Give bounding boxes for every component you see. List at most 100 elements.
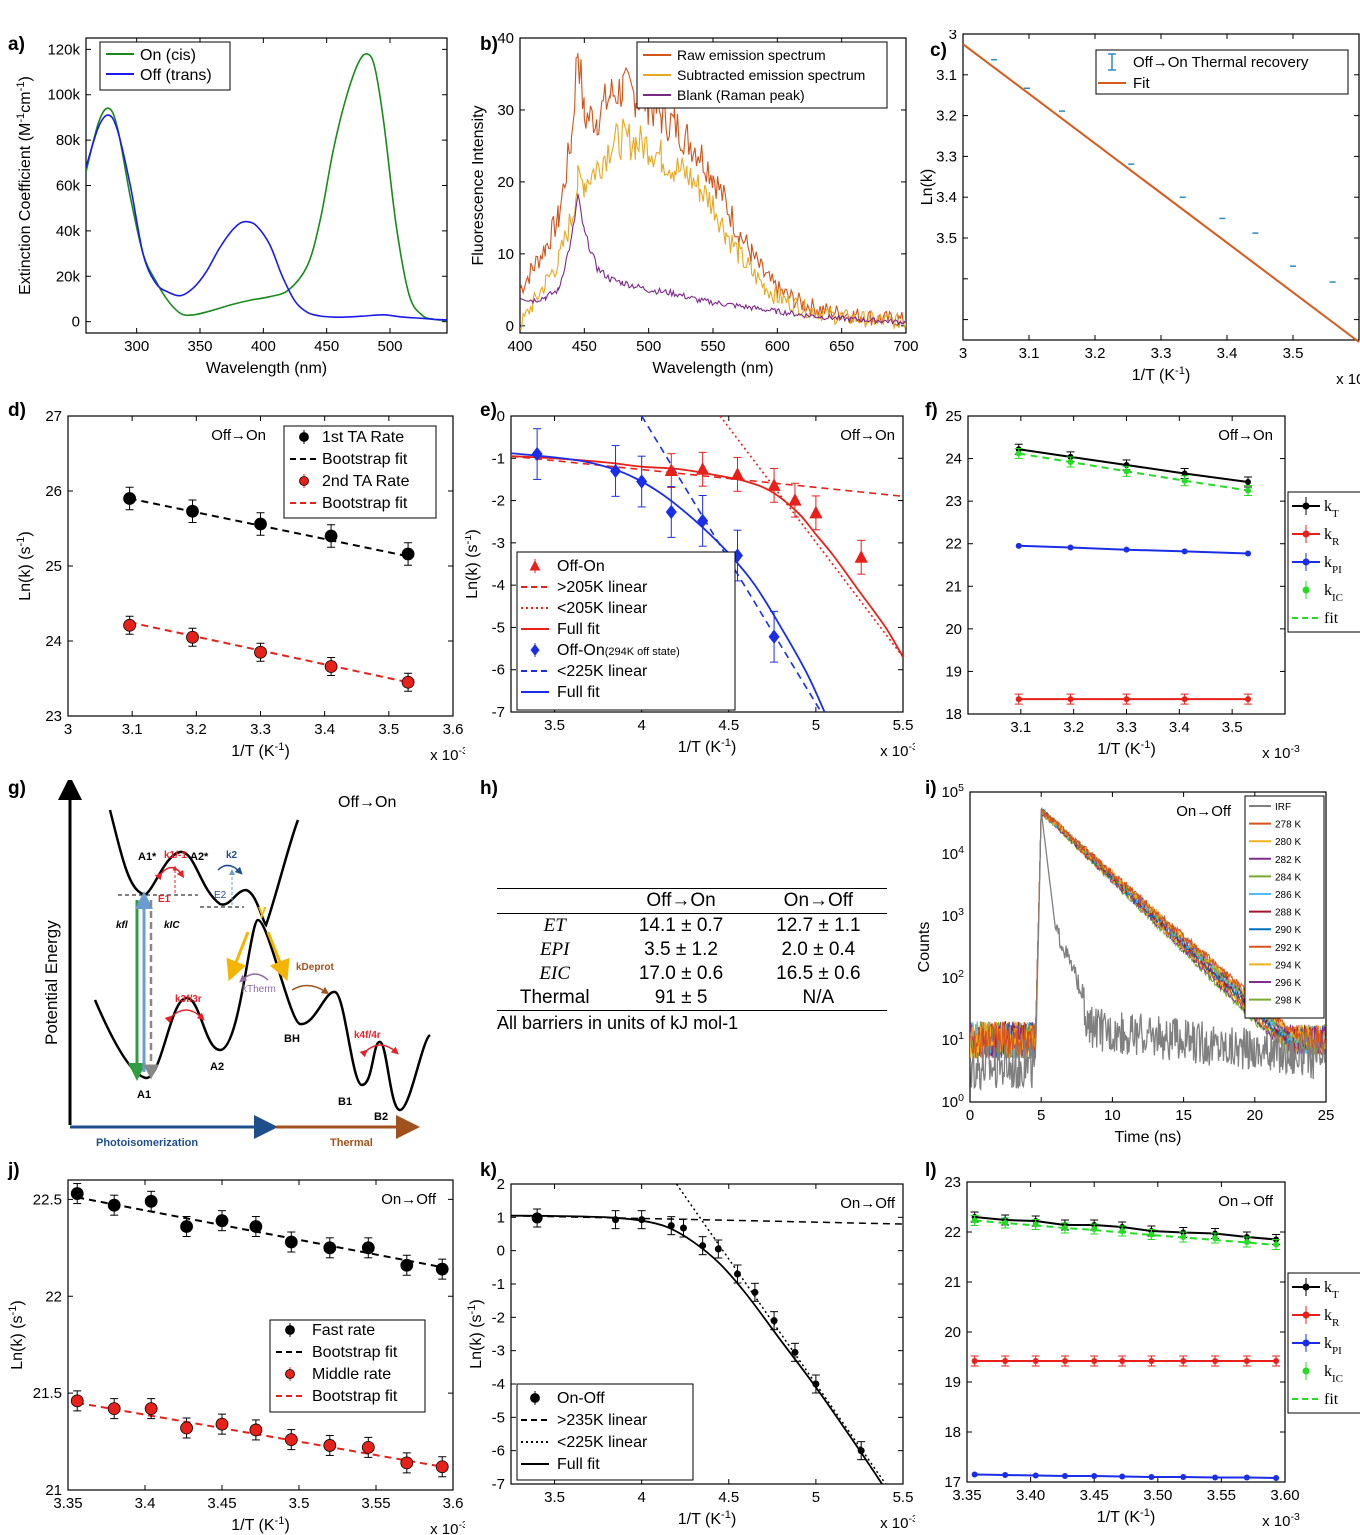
diagram-title: Off→On xyxy=(338,794,396,811)
label-part: x 10 xyxy=(1262,1513,1290,1530)
y-tick-label: 3.4 xyxy=(936,189,957,206)
data-point-kR xyxy=(1243,1358,1250,1364)
legend-label: fit xyxy=(1324,1391,1339,1408)
x-tick-label: 700 xyxy=(893,338,918,355)
data-point-kR xyxy=(1148,1358,1155,1364)
label-part: 10 xyxy=(941,1032,958,1049)
data-point-kPI xyxy=(1091,1473,1098,1479)
data-point-kR xyxy=(1061,1358,1068,1364)
fit-line xyxy=(962,43,1360,343)
legend-label: kR xyxy=(1324,1307,1340,1329)
legend-marker xyxy=(299,432,309,442)
legend-label: Bootstrap fit xyxy=(322,495,408,512)
label-part: (294K off state) xyxy=(605,646,680,658)
legend-box xyxy=(269,1319,426,1413)
data-point-kR xyxy=(1067,696,1074,703)
x-tick-label: 450 xyxy=(314,338,339,355)
data-point-kR xyxy=(1181,696,1188,703)
label-part: 1/T (K xyxy=(678,1511,722,1528)
label-part: k xyxy=(1324,554,1332,571)
x-tick-label: 3.45 xyxy=(207,1495,236,1512)
data-point-kT xyxy=(1245,478,1252,485)
panel-annotation: On→Off xyxy=(1218,1193,1274,1210)
data-point-kPI xyxy=(1212,1474,1219,1481)
legend-box xyxy=(636,41,888,109)
x-axis-label: 1/T (K-1) xyxy=(678,737,737,756)
x-tick-label: 5.5 xyxy=(893,1489,914,1506)
data-point-kPI xyxy=(1273,1475,1280,1481)
panel-annotation: On→Off xyxy=(381,1191,437,1208)
legend-marker xyxy=(1302,586,1310,594)
y-tick-label: 20k xyxy=(56,268,81,285)
data-point xyxy=(679,1224,687,1232)
data-point-fast xyxy=(361,1241,375,1255)
label-part: x 10 xyxy=(1336,371,1360,388)
data-point-kPI xyxy=(971,1471,978,1478)
state-b1: B1 xyxy=(338,1096,352,1108)
full-fit-blue xyxy=(511,452,826,712)
y-axis-label: Ln(k) (s-1) xyxy=(7,1300,26,1370)
y-tick-label: 0 xyxy=(497,408,505,425)
label-part: -1 xyxy=(465,535,474,545)
label-part: T xyxy=(1332,1289,1339,1301)
legend-label: <225K linear xyxy=(557,1434,648,1451)
y-tick-label: 21 xyxy=(945,578,962,595)
data-point xyxy=(812,1380,820,1388)
label-part: -1 xyxy=(7,1306,19,1316)
table-header: Off→On xyxy=(646,890,716,911)
legend-label: 288 K xyxy=(1275,908,1301,919)
y-tick-label: 27 xyxy=(45,408,62,425)
legend-box xyxy=(516,551,736,711)
legend-label: Fit xyxy=(1133,75,1150,92)
table-header-row: Off→On On→Off xyxy=(497,888,887,914)
label-part: Fluorescence Intensity xyxy=(470,105,487,265)
data-point-kPI xyxy=(1002,1472,1009,1478)
row-label: EIC xyxy=(539,963,571,984)
label-part: T xyxy=(1332,508,1339,520)
panel-letter-j: j) xyxy=(8,1160,20,1181)
x-tick-label: 3.3 xyxy=(1151,345,1172,362)
x-tick-label: 3.2 xyxy=(186,721,207,738)
y-tick-label: 20 xyxy=(944,1324,961,1341)
legend-box xyxy=(283,425,437,519)
legend-label: Full fit xyxy=(557,684,600,701)
data-point-2nd xyxy=(123,618,137,632)
y-tick-label: 22.5 xyxy=(33,1191,62,1208)
y-tick-label: 21.5 xyxy=(33,1385,62,1402)
y-axis-label: Fluorescence Intensity xyxy=(470,105,487,265)
label-part: ) xyxy=(17,76,34,81)
label-part: ) xyxy=(731,1511,736,1528)
data-point-fast xyxy=(435,1262,449,1276)
panel-annotation: Off→On xyxy=(840,427,895,444)
data-point xyxy=(667,1222,675,1230)
data-point-kPI xyxy=(1148,1474,1155,1480)
label-part: Ln(k) xyxy=(920,169,936,205)
label-part: -1 xyxy=(15,81,27,91)
x-tick-label: 3.1 xyxy=(1010,719,1031,736)
data-point-blue xyxy=(610,463,622,479)
k2-arrow xyxy=(217,864,243,875)
legend-label: Full fit xyxy=(557,1456,600,1473)
data-point-fast xyxy=(70,1187,84,1200)
y-axis-label: Ln(k) xyxy=(920,169,936,205)
x-tick-label: 3.1 xyxy=(1019,345,1040,362)
legend-label: 2nd TA Rate xyxy=(322,473,410,490)
label-part: -1 xyxy=(15,537,27,547)
e2-label: E2 xyxy=(214,890,227,901)
state-a1star: A1* xyxy=(138,851,157,863)
x-tick-label: 400 xyxy=(507,338,532,355)
x-tick-label: 4.5 xyxy=(718,1489,739,1506)
label-part: -1 xyxy=(466,1305,478,1315)
data-point-red xyxy=(696,462,710,475)
legend-label: Bootstrap fit xyxy=(312,1344,398,1361)
label-part: ) xyxy=(9,1300,26,1305)
y-tick-label: -5 xyxy=(492,619,505,636)
x-tick-label: 3.2 xyxy=(1063,719,1084,736)
k4-label: k4f/4r xyxy=(354,1030,381,1041)
legend-marker xyxy=(530,1393,540,1403)
x-tick-label: 3.50 xyxy=(1143,1487,1172,1504)
y-tick-label: 18 xyxy=(944,1424,961,1441)
ktherm-label: kTherm xyxy=(242,984,276,995)
y-tick-label: 22 xyxy=(944,1224,961,1241)
